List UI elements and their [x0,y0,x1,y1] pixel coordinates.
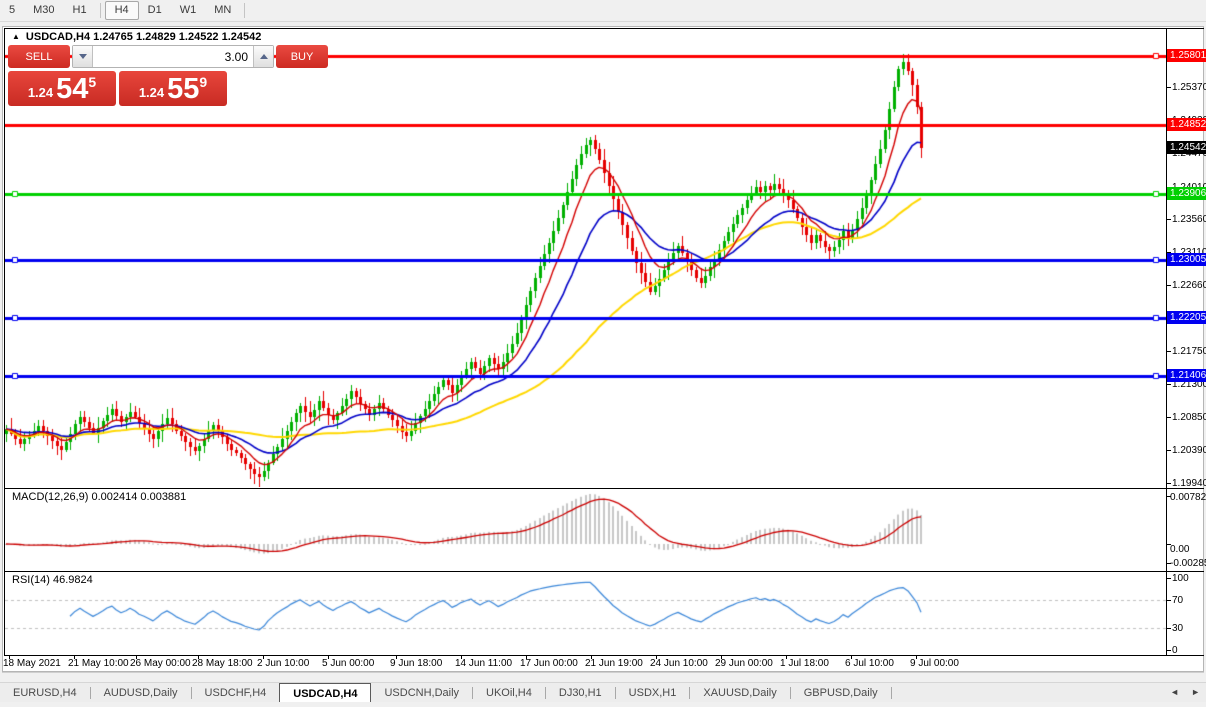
rsi-pane-separator [4,571,1204,572]
chart-tab-GBPUSD[interactable]: GBPUSD,Daily [803,687,878,699]
macd-indicator-canvas[interactable] [5,489,1166,570]
chart-tab-EURUSD[interactable]: EURUSD,H4 [13,687,77,699]
timeframe-W1[interactable]: W1 [179,4,197,16]
arrow-up-icon [259,54,268,59]
chart-frame-left [4,28,5,656]
tab-separator [890,687,892,699]
tab-scroll-arrows: ◄ ► [1170,687,1200,697]
arrow-down-icon [78,54,87,59]
volume-input[interactable] [93,46,253,67]
chart-title: ▲ USDCAD,H4 1.24765 1.24829 1.24522 1.24… [12,31,261,43]
chart-tab-USDCAD[interactable]: USDCAD,H4 [279,683,372,703]
chart-tab-USDX[interactable]: USDX,H1 [628,687,677,699]
timeframe-toolbar: 5 M30 H1 H4 D1 W1 MN [0,0,1206,22]
status-strip [0,702,1206,707]
timeframe-M30[interactable]: M30 [33,4,55,16]
tab-separator [789,687,791,699]
chart-tab-AUDUSD[interactable]: AUDUSD,Daily [103,687,178,699]
volume-decrease-button[interactable] [73,46,93,67]
panel-collapse-icon[interactable]: ▲ [12,32,20,41]
toolbar-separator [244,3,246,18]
tab-separator [544,687,546,699]
timeframe-H4[interactable]: H4 [104,1,139,20]
chart-tab-USDCNH[interactable]: USDCNH,Daily [384,687,460,699]
tab-scroll-left-icon[interactable]: ◄ [1170,687,1180,697]
tab-separator [89,687,91,699]
chart-frame-top [4,28,1204,29]
buy-button[interactable]: BUY [276,45,328,68]
timeframe-MN[interactable]: MN [214,4,232,16]
tab-separator [614,687,616,699]
chart-frame-bottom [4,655,1204,656]
sell-button[interactable]: SELL [8,45,70,68]
tab-separator [472,687,474,699]
rsi-label: RSI(14) 46.9824 [12,574,93,586]
volume-spinner [72,45,274,68]
macd-pane-separator [4,488,1204,489]
chart-title-text: USDCAD,H4 1.24765 1.24829 1.24522 1.2454… [25,31,262,43]
toolbar-separator [99,3,101,18]
chart-tab-XAUUSD[interactable]: XAUUSD,Daily [703,687,777,699]
price-axis-divider [1166,28,1167,656]
horizontal-scrollbar-track[interactable] [2,672,1204,683]
volume-increase-button[interactable] [253,46,273,67]
buy-price-main: 55 [167,73,200,106]
buy-price-prefix: 1.24 [138,85,165,100]
timeframe-H1[interactable]: H1 [72,4,87,16]
chart-tab-USDCHF[interactable]: USDCHF,H4 [204,687,267,699]
tab-scroll-right-icon[interactable]: ► [1191,687,1200,697]
chart-tab-bar: EURUSD,H4 AUDUSD,Daily USDCHF,H4 USDCAD,H4 U… [0,682,1206,703]
sell-price-main: 54 [56,73,89,106]
chart-tab-UKOil[interactable]: UKOil,H4 [486,687,532,699]
tab-separator [190,687,192,699]
sell-price-prefix: 1.24 [27,85,54,100]
timeframe-5[interactable]: 5 [9,4,16,16]
rsi-indicator-canvas[interactable] [5,572,1166,655]
tab-separator [689,687,691,699]
chart-tab-DJ30[interactable]: DJ30,H1 [558,687,602,699]
sell-price-button[interactable]: 1.24 54 5 [8,71,116,106]
sell-price-pip: 5 [88,74,97,90]
buy-price-button[interactable]: 1.24 55 9 [119,71,227,106]
macd-label: MACD(12,26,9) 0.002414 0.003881 [12,491,187,503]
timeframe-D1[interactable]: D1 [147,4,162,16]
buy-price-pip: 9 [199,74,208,90]
